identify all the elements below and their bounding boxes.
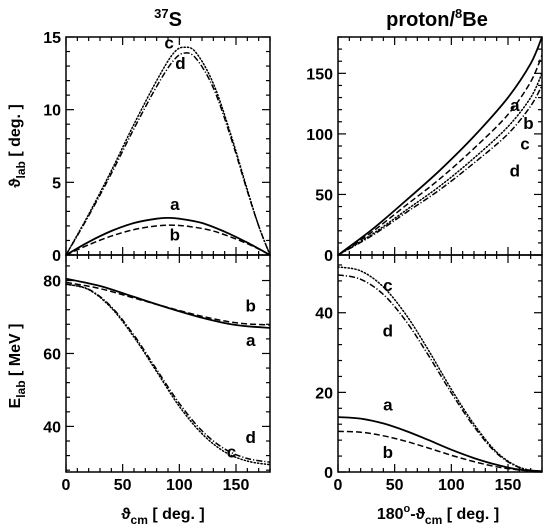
title-37S: 37S (154, 6, 182, 31)
curve-label-c: c (227, 442, 236, 461)
plot-frame (65, 36, 271, 256)
y-tick-label: 80 (43, 274, 61, 291)
x-tick-label: 150 (495, 477, 522, 494)
curve-label-b: b (170, 225, 180, 244)
series-line-d (65, 52, 271, 256)
x-tick-label: 0 (62, 477, 71, 494)
panel-bottom-right: 0 50 100 150 0 20 40 c d a b (315, 254, 543, 494)
y-tick-label: 40 (315, 306, 333, 323)
y-tick-label: 20 (315, 385, 333, 402)
series-line-c (65, 283, 271, 466)
y-tick-label: 10 (43, 103, 61, 120)
panel-bottom-left: 0 50 100 150 40 60 80 ba dc (43, 254, 271, 494)
curve-label-a: a (383, 395, 393, 414)
curve-label-d: d (510, 161, 520, 180)
curve-label-d: d (175, 54, 185, 73)
curve-label-c: c (520, 135, 529, 154)
series-line-c (337, 266, 543, 473)
y-tick-label: 0 (324, 248, 333, 265)
y-tick-label: 15 (43, 30, 61, 47)
series-line-a (65, 216, 271, 256)
curve-label-c: c (164, 34, 173, 53)
series-line-c (337, 72, 543, 256)
y-tick-label: 5 (52, 175, 61, 192)
curve-label-b: b (383, 443, 393, 462)
series-line-c (65, 46, 271, 256)
series-line-a (337, 36, 543, 256)
x-tick-label: 100 (166, 477, 193, 494)
ylabel-theta-lab: ϑlab [ deg. ] (7, 104, 28, 188)
series-line-a (65, 277, 271, 329)
x-tick-label: 0 (334, 477, 343, 494)
plot-frame (337, 254, 543, 473)
series-line-b (337, 430, 543, 473)
x-tick-label: 50 (114, 477, 132, 494)
curve-label-b: b (246, 297, 256, 316)
panel-top-left: 0 5 10 15 cd ab (43, 30, 271, 265)
curve-label-b: b (523, 114, 533, 133)
curve-label-d: d (246, 428, 256, 447)
y-tick-label: 0 (324, 465, 333, 482)
xlabel-180-minus-theta-cm: 180o-ϑcm [ deg. ] (377, 503, 499, 527)
curve-label-d: d (383, 322, 393, 341)
y-tick-label: 50 (315, 187, 333, 204)
curve-label-a: a (170, 195, 180, 214)
y-tick-label: 0 (52, 248, 61, 265)
title-proton-8Be: proton/8Be (386, 6, 488, 31)
y-tick-label: 40 (43, 419, 61, 436)
x-tick-label: 100 (438, 477, 465, 494)
curve-label-c: c (383, 276, 392, 295)
series-line-b (337, 54, 543, 256)
x-tick-label: 150 (223, 477, 250, 494)
curve-label-a: a (510, 96, 520, 115)
x-tick-label: 50 (386, 477, 404, 494)
curve-label-a: a (246, 331, 256, 350)
y-tick-label: 60 (43, 346, 61, 363)
series-line-a (337, 416, 543, 473)
y-tick-label: 150 (306, 66, 333, 83)
series-line-b (65, 224, 271, 256)
plot-frame (337, 36, 543, 256)
series-line-b (65, 281, 271, 326)
series-line-d (65, 283, 271, 463)
ylabel-e-lab: Elab [ MeV ] (7, 324, 28, 409)
y-tick-label: 100 (306, 127, 333, 144)
series-line-d (337, 85, 543, 256)
series-line-d (337, 274, 543, 473)
xlabel-theta-cm: ϑcm [ deg. ] (121, 506, 205, 527)
